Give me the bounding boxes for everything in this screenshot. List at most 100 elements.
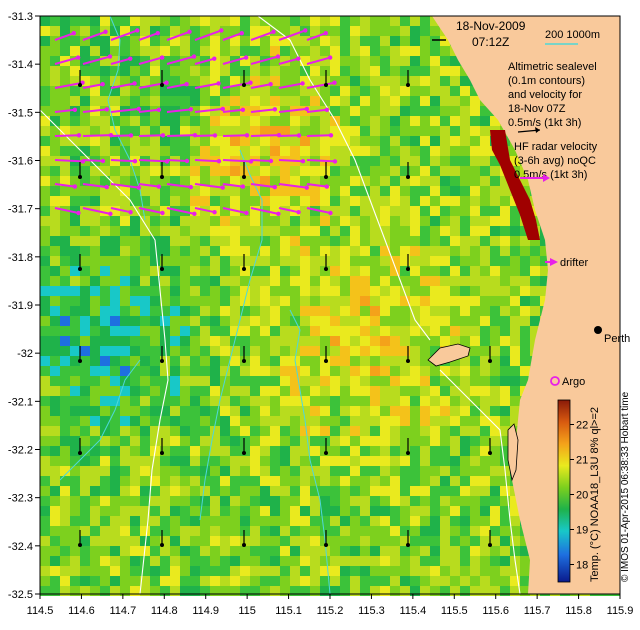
sst-cell xyxy=(310,396,320,406)
hf-arrow-head xyxy=(160,210,165,216)
sst-cell xyxy=(400,276,410,286)
sst-cell xyxy=(510,396,520,406)
sst-cell xyxy=(470,256,480,266)
sst-cell xyxy=(60,256,70,266)
hf-arrow xyxy=(166,55,195,65)
sst-cell xyxy=(180,416,190,426)
sst-cell xyxy=(160,536,170,546)
sst-cell xyxy=(330,36,340,46)
sst-cell xyxy=(300,366,310,376)
sst-cell xyxy=(330,576,340,586)
sst-cell xyxy=(520,286,530,296)
sst-cell xyxy=(420,546,430,556)
sst-cell xyxy=(260,166,270,176)
sst-cell xyxy=(250,136,260,146)
sst-cell xyxy=(160,516,170,526)
sst-cell xyxy=(240,226,250,236)
sst-cell xyxy=(50,126,60,136)
sst-cell xyxy=(500,456,510,466)
sst-cell xyxy=(450,436,460,446)
sst-cell xyxy=(230,126,240,136)
sst-cell xyxy=(370,36,380,46)
sst-cell xyxy=(140,206,150,216)
sst-cell xyxy=(490,296,500,306)
sst-cell xyxy=(140,196,150,206)
sst-cell xyxy=(460,456,470,466)
sst-cell xyxy=(490,206,500,216)
sst-cell xyxy=(40,226,50,236)
sst-cell xyxy=(220,466,230,476)
sst-cell xyxy=(80,16,90,26)
sst-cell xyxy=(360,446,370,456)
altimetry-line1: Altimetric sealevel xyxy=(508,61,597,73)
sst-cell xyxy=(220,546,230,556)
sst-cell xyxy=(330,136,340,146)
altimetry-vector-head xyxy=(78,267,82,271)
sst-cell xyxy=(480,406,490,416)
sst-cell xyxy=(240,456,250,466)
sst-cell xyxy=(310,486,320,496)
sst-cell xyxy=(90,446,100,456)
sst-cell xyxy=(50,356,60,366)
sst-cell xyxy=(50,216,60,226)
sst-cell xyxy=(40,136,50,146)
sst-cell xyxy=(420,136,430,146)
sst-cell xyxy=(140,316,150,326)
sst-cell xyxy=(200,146,210,156)
sst-cell xyxy=(40,406,50,416)
sst-cell xyxy=(340,256,350,266)
sst-cell xyxy=(60,176,70,186)
sst-cell xyxy=(380,536,390,546)
sst-cell xyxy=(250,216,260,226)
sst-cell xyxy=(420,186,430,196)
sst-cell xyxy=(110,96,120,106)
sst-cell xyxy=(240,476,250,486)
sst-cell xyxy=(170,396,180,406)
sst-cell xyxy=(190,266,200,276)
sst-cell xyxy=(340,166,350,176)
sst-cell xyxy=(420,266,430,276)
sst-cell xyxy=(280,486,290,496)
sst-cell xyxy=(180,346,190,356)
sst-cell xyxy=(490,566,500,576)
sst-cell xyxy=(110,526,120,536)
sst-cell xyxy=(160,476,170,486)
sst-cell xyxy=(290,536,300,546)
sst-cell xyxy=(300,386,310,396)
sst-cell xyxy=(230,96,240,106)
hf-arrow xyxy=(82,30,106,41)
sst-cell xyxy=(490,226,500,236)
sst-cell xyxy=(200,536,210,546)
sst-cell xyxy=(430,96,440,106)
sst-cell xyxy=(490,236,500,246)
sst-cell xyxy=(170,466,180,476)
sst-cell xyxy=(340,106,350,116)
sst-cell xyxy=(440,586,450,596)
sst-cell xyxy=(330,86,340,96)
sst-cell xyxy=(510,266,520,276)
sst-cell xyxy=(340,56,350,66)
sst-cell xyxy=(200,566,210,576)
sst-cell xyxy=(500,446,510,456)
sst-cell xyxy=(380,446,390,456)
sst-cell xyxy=(300,446,310,456)
sst-cell xyxy=(290,346,300,356)
altimetry-vector-head xyxy=(406,359,410,363)
sst-cell xyxy=(110,336,120,346)
sst-cell xyxy=(250,276,260,286)
sst-cell xyxy=(80,546,90,556)
sst-cell xyxy=(110,326,120,336)
x-axis: 114.5 114.6 114.7 114.8 114.9 115 115.1 115.2 11… xyxy=(27,594,633,617)
sst-cell xyxy=(470,476,480,486)
sst-cell xyxy=(430,476,440,486)
sst-cell xyxy=(150,66,160,76)
sst-cell xyxy=(380,186,390,196)
sst-cell xyxy=(100,446,110,456)
sst-cell xyxy=(310,546,320,556)
sst-cell xyxy=(140,246,150,256)
sst-cell xyxy=(290,526,300,536)
sst-cell xyxy=(400,356,410,366)
sst-cell xyxy=(60,266,70,276)
hf-arrow-head xyxy=(300,158,306,164)
sst-cell xyxy=(130,526,140,536)
